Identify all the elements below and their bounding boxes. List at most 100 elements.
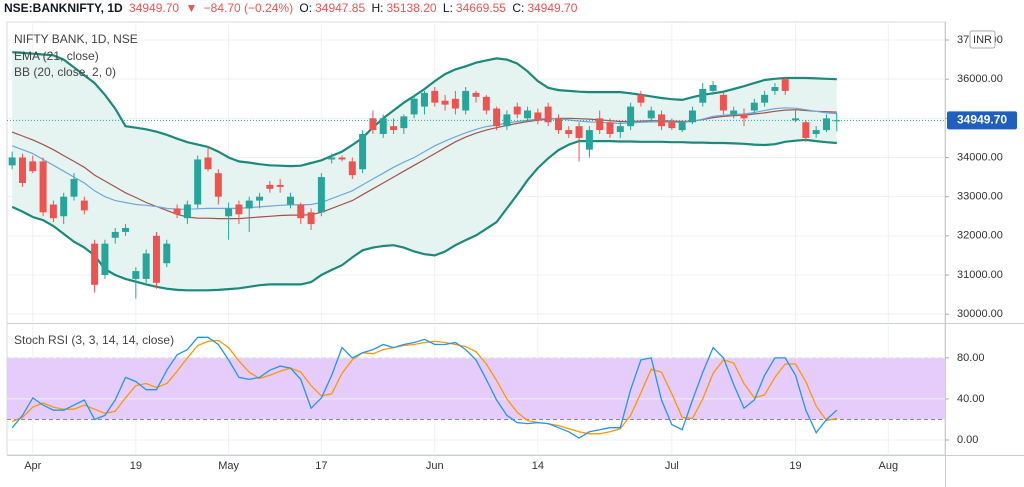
x-tick-label: May bbox=[218, 460, 239, 472]
low-value: 34669.55 bbox=[455, 1, 506, 15]
candle-body bbox=[256, 196, 264, 201]
candle-body bbox=[647, 110, 655, 119]
candle-body bbox=[730, 110, 738, 115]
candle-body bbox=[503, 114, 511, 127]
candle-body bbox=[534, 112, 542, 121]
candle-body bbox=[91, 243, 99, 285]
candle-body bbox=[606, 122, 614, 135]
close-value: 34949.70 bbox=[527, 1, 578, 15]
candle-body bbox=[173, 208, 181, 215]
ema-line bbox=[11, 107, 837, 210]
candle-body bbox=[833, 120, 841, 122]
candle-body bbox=[410, 98, 418, 115]
candle-body bbox=[596, 118, 604, 131]
candle-body bbox=[719, 94, 727, 111]
header: NSE:BANKNIFTY, 1D 34949.70 ▼ −84.70 (−0.… bbox=[4, 1, 580, 15]
candle-body bbox=[792, 118, 800, 121]
candle-body bbox=[431, 90, 439, 103]
candle-body bbox=[781, 79, 789, 91]
candle-body bbox=[163, 243, 171, 264]
candle-body bbox=[400, 116, 408, 129]
last-price-label: 34949.70 bbox=[957, 112, 1007, 126]
bb-lower bbox=[11, 138, 837, 292]
candle-body bbox=[49, 204, 57, 219]
down-arrow: ▼ bbox=[185, 1, 198, 15]
candle-body bbox=[39, 161, 47, 213]
candle-body bbox=[122, 228, 130, 232]
candle-body bbox=[420, 92, 428, 107]
candle-body bbox=[699, 88, 707, 103]
change: −84.70 (−0.24%) bbox=[203, 1, 294, 15]
candle-body bbox=[544, 106, 552, 123]
y-tick-label: 31000.00 bbox=[957, 269, 1003, 281]
high-value: 35138.20 bbox=[386, 1, 437, 15]
candle-body bbox=[183, 204, 191, 219]
x-tick-label: 17 bbox=[315, 460, 327, 472]
y-tick-label: 33000.00 bbox=[957, 191, 1003, 203]
candle-body bbox=[802, 122, 810, 138]
candle-body bbox=[688, 110, 696, 123]
candle-body bbox=[513, 106, 521, 115]
x-tick-label: Jul bbox=[665, 460, 679, 472]
candle-body bbox=[565, 130, 573, 135]
x-tick-label: 19 bbox=[789, 460, 801, 472]
candle-body bbox=[286, 196, 294, 205]
candle-body bbox=[266, 184, 274, 189]
candle-body bbox=[111, 231, 119, 238]
candle-body bbox=[348, 161, 356, 176]
legend-title: Stoch RSI (3, 3, 14, 14, close) bbox=[14, 333, 174, 347]
candle-body bbox=[822, 118, 830, 131]
last-price-box bbox=[947, 111, 1017, 130]
currency-badge bbox=[969, 30, 996, 49]
currency-label: INR bbox=[973, 34, 992, 46]
candle-body bbox=[214, 173, 222, 197]
x-tick-label: Apr bbox=[24, 460, 41, 472]
candle-body bbox=[8, 157, 16, 166]
x-tick-label: 19 bbox=[130, 460, 142, 472]
candle-body bbox=[709, 85, 717, 91]
open-label: O: bbox=[299, 1, 313, 15]
candle-body bbox=[132, 271, 140, 279]
candle-body bbox=[482, 96, 490, 111]
y-tick-label: 0.00 bbox=[957, 434, 978, 446]
candle-body bbox=[627, 106, 635, 127]
y-tick-label: 36000.00 bbox=[957, 73, 1003, 85]
y-tick-label: 32000.00 bbox=[957, 230, 1003, 242]
candle-body bbox=[359, 134, 367, 170]
candle-body bbox=[29, 161, 37, 172]
high-label: H: bbox=[371, 1, 384, 15]
candle-body bbox=[668, 122, 676, 129]
candle-body bbox=[101, 243, 109, 276]
candle-body bbox=[317, 177, 325, 213]
candle-body bbox=[194, 159, 202, 205]
candle-body bbox=[245, 200, 253, 209]
candle-body bbox=[70, 179, 78, 197]
candle-body bbox=[472, 92, 480, 97]
y-tick-label: 40.00 bbox=[957, 393, 985, 405]
candle-body bbox=[235, 204, 243, 215]
candle-body bbox=[390, 126, 398, 131]
candle-body bbox=[761, 94, 769, 103]
candle-body bbox=[18, 157, 26, 183]
y-tick-label: 30000.00 bbox=[957, 308, 1003, 320]
candle-body bbox=[740, 114, 748, 119]
candle-body bbox=[462, 90, 470, 111]
candle-body bbox=[750, 102, 758, 111]
candle-body bbox=[771, 87, 779, 91]
candle-body bbox=[379, 118, 387, 135]
candle-body bbox=[678, 122, 686, 131]
candle-body bbox=[441, 100, 449, 105]
candle-body bbox=[493, 108, 501, 127]
x-tick-label: Aug bbox=[879, 460, 899, 472]
low-label: L: bbox=[442, 1, 453, 15]
legend-entry: BB (20, close, 2, 0) bbox=[14, 65, 116, 79]
y-tick-label: 80.00 bbox=[957, 352, 985, 364]
close-label: C: bbox=[512, 1, 525, 15]
candle-body bbox=[80, 200, 88, 211]
candle-body bbox=[60, 196, 68, 217]
legend-entry: EMA (21, close) bbox=[14, 49, 99, 63]
open-value: 34947.85 bbox=[315, 1, 366, 15]
candle-body bbox=[524, 110, 532, 119]
